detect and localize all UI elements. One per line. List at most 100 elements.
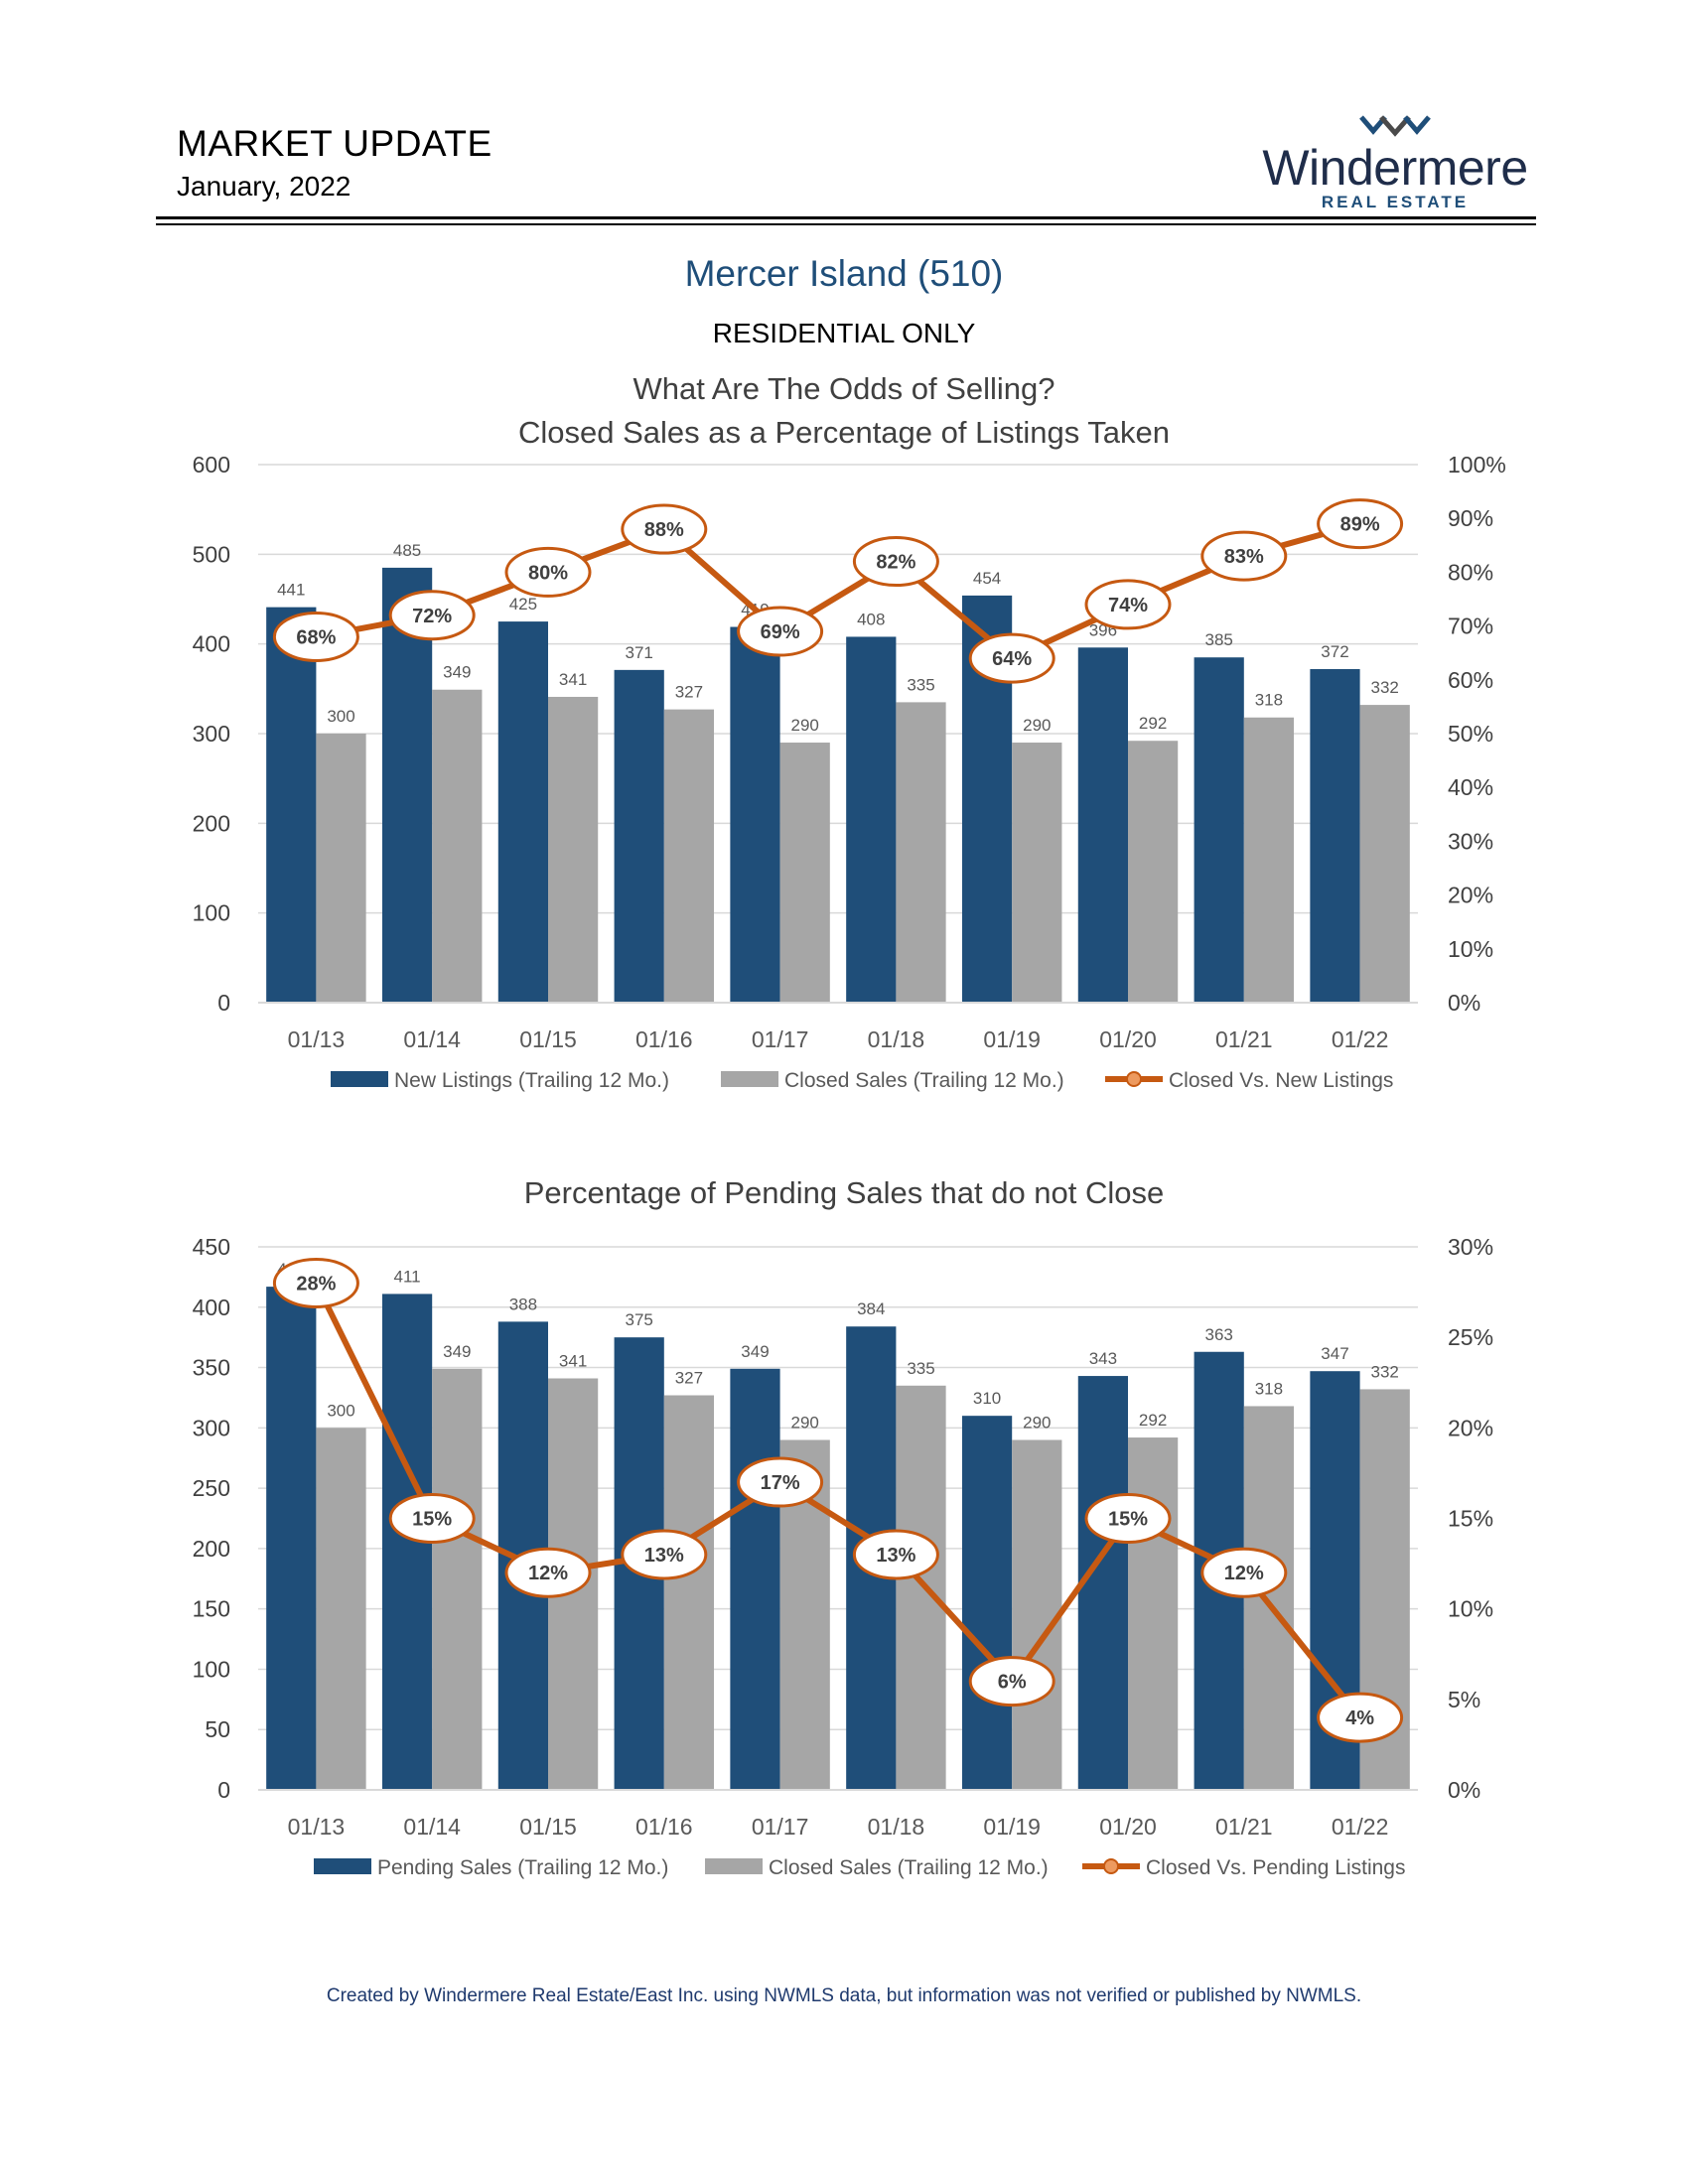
bar-value-label: 411 bbox=[394, 1267, 421, 1286]
y-tick-label: 350 bbox=[193, 1355, 230, 1381]
line-point-label: 69% bbox=[761, 621, 800, 643]
y-tick-label: 300 bbox=[193, 721, 230, 747]
line-point-label: 28% bbox=[296, 1273, 336, 1295]
bar-value-label: 335 bbox=[907, 675, 934, 694]
bar-value-label: 384 bbox=[857, 1299, 885, 1318]
chart1-title: What Are The Odds of Selling? Closed Sal… bbox=[0, 367, 1688, 455]
legend-swatch bbox=[721, 1071, 778, 1087]
y2-tick-label: 50% bbox=[1448, 721, 1493, 747]
legend-label: Closed Sales (Trailing 12 Mo.) bbox=[769, 1856, 1049, 1879]
y-tick-label: 150 bbox=[193, 1596, 230, 1622]
line-point-label: 82% bbox=[876, 552, 915, 574]
bar-secondary bbox=[1128, 741, 1179, 1003]
bar-secondary bbox=[663, 1395, 715, 1790]
bar-value-label: 300 bbox=[327, 1401, 354, 1420]
bar-secondary bbox=[432, 689, 483, 1003]
bar-value-label: 318 bbox=[1255, 691, 1283, 710]
line-point-marker bbox=[1200, 1547, 1288, 1598]
line-point-label: 4% bbox=[1345, 1707, 1374, 1729]
bar-value-label: 454 bbox=[973, 569, 1001, 588]
bar-secondary bbox=[1243, 717, 1295, 1003]
x-tick-label: 01/19 bbox=[983, 1026, 1041, 1052]
bar-primary bbox=[1077, 647, 1128, 1003]
bar-value-label: 408 bbox=[857, 610, 885, 628]
bar-primary bbox=[1077, 1376, 1128, 1790]
y-tick-label: 200 bbox=[193, 810, 230, 836]
y2-tick-label: 60% bbox=[1448, 667, 1493, 693]
bar-primary bbox=[614, 669, 664, 1003]
bar-value-label: 327 bbox=[675, 1369, 703, 1388]
bar-value-label: 335 bbox=[907, 1359, 934, 1378]
x-tick-label: 01/14 bbox=[403, 1814, 461, 1840]
y-tick-label: 0 bbox=[217, 990, 230, 1016]
line-point-marker bbox=[968, 632, 1055, 684]
bar-value-label: 349 bbox=[741, 1342, 769, 1361]
x-tick-label: 01/22 bbox=[1332, 1026, 1389, 1052]
y-tick-label: 50 bbox=[205, 1716, 230, 1742]
header-rule bbox=[156, 216, 1536, 219]
bar-value-label: 425 bbox=[509, 595, 537, 614]
bar-secondary bbox=[1243, 1406, 1295, 1790]
line-point-marker bbox=[1084, 579, 1172, 630]
y-tick-label: 600 bbox=[193, 452, 230, 478]
line-point-marker bbox=[272, 611, 359, 662]
chart2-title-line1: Percentage of Pending Sales that do not … bbox=[523, 1175, 1165, 1210]
y2-tick-label: 5% bbox=[1448, 1687, 1480, 1712]
logo-subtitle: REAL ESTATE bbox=[1321, 193, 1470, 211]
line-point-label: 15% bbox=[1108, 1509, 1148, 1531]
legend-swatch-marker bbox=[1126, 1071, 1142, 1087]
line-point-label: 89% bbox=[1340, 514, 1380, 536]
y-tick-label: 250 bbox=[193, 1475, 230, 1501]
bar-value-label: 290 bbox=[1023, 716, 1051, 735]
legend-swatch bbox=[314, 1858, 371, 1874]
series-line bbox=[313, 1282, 1362, 1719]
legend-swatch bbox=[705, 1858, 763, 1874]
y-tick-label: 100 bbox=[193, 900, 230, 926]
x-tick-label: 01/13 bbox=[288, 1026, 346, 1052]
bar-secondary bbox=[1359, 705, 1410, 1003]
line-point-label: 6% bbox=[998, 1672, 1027, 1694]
line-point-marker bbox=[1200, 530, 1288, 582]
bar-primary bbox=[1310, 668, 1360, 1003]
bar-secondary bbox=[548, 696, 599, 1003]
bar-value-label: 290 bbox=[1023, 1413, 1051, 1432]
legend-label: New Listings (Trailing 12 Mo.) bbox=[394, 1069, 669, 1092]
x-tick-label: 01/16 bbox=[635, 1026, 693, 1052]
line-point-marker bbox=[1317, 498, 1404, 550]
line-point-label: 80% bbox=[528, 562, 568, 584]
line-point-label: 83% bbox=[1224, 546, 1264, 568]
y2-tick-label: 25% bbox=[1448, 1324, 1493, 1350]
chart2-title: Percentage of Pending Sales that do not … bbox=[0, 1171, 1688, 1215]
bar-value-label: 385 bbox=[1205, 630, 1233, 649]
y2-tick-label: 15% bbox=[1448, 1506, 1493, 1532]
logo-mark-icon bbox=[1359, 115, 1431, 137]
area-title: Mercer Island (510) bbox=[684, 253, 1004, 294]
series-line bbox=[315, 520, 1361, 662]
line-point-marker bbox=[1317, 1692, 1404, 1743]
bar-value-label: 332 bbox=[1371, 1362, 1399, 1381]
chart1-title-line1: What Are The Odds of Selling? bbox=[633, 371, 1055, 406]
line-point-label: 74% bbox=[1108, 595, 1148, 616]
line-point-marker bbox=[968, 1656, 1055, 1707]
y-tick-label: 400 bbox=[193, 1295, 230, 1320]
bar-secondary bbox=[316, 1428, 366, 1790]
y2-tick-label: 80% bbox=[1448, 559, 1493, 585]
x-tick-label: 01/14 bbox=[403, 1026, 461, 1052]
bar-primary bbox=[266, 607, 317, 1003]
x-tick-label: 01/17 bbox=[752, 1814, 809, 1840]
x-tick-label: 01/22 bbox=[1332, 1814, 1389, 1840]
legend-label: Closed Vs. New Listings bbox=[1169, 1069, 1393, 1092]
bar-primary bbox=[497, 621, 548, 1003]
x-tick-label: 01/15 bbox=[519, 1026, 577, 1052]
bar-value-label: 290 bbox=[791, 716, 819, 735]
y-tick-label: 200 bbox=[193, 1536, 230, 1562]
bar-value-label: 290 bbox=[791, 1413, 819, 1432]
y2-tick-label: 0% bbox=[1448, 990, 1480, 1016]
line-point-label: 12% bbox=[528, 1563, 568, 1584]
x-tick-label: 01/20 bbox=[1099, 1814, 1157, 1840]
bar-secondary bbox=[896, 702, 946, 1003]
header-rule-thin bbox=[156, 223, 1536, 225]
logo-wordmark: Windermere bbox=[1262, 140, 1528, 196]
x-tick-label: 01/16 bbox=[635, 1814, 693, 1840]
bar-primary bbox=[846, 636, 897, 1003]
